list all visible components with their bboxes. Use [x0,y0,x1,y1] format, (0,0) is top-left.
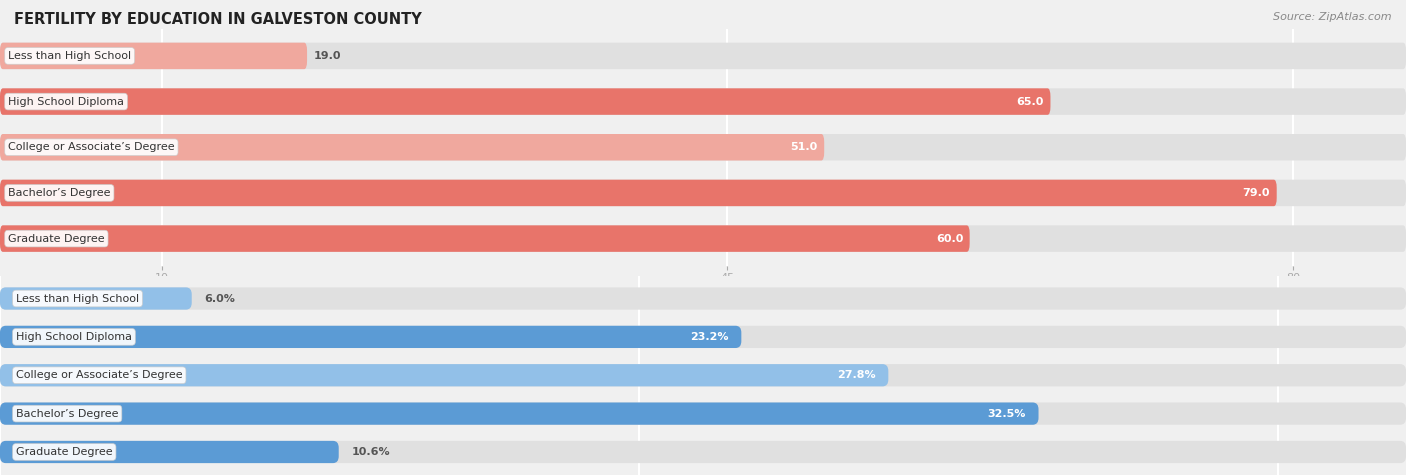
Text: Source: ZipAtlas.com: Source: ZipAtlas.com [1274,12,1392,22]
Text: College or Associate’s Degree: College or Associate’s Degree [8,142,174,152]
Text: 23.2%: 23.2% [690,332,728,342]
Text: High School Diploma: High School Diploma [8,96,124,106]
FancyBboxPatch shape [0,43,307,69]
Text: 79.0: 79.0 [1243,188,1270,198]
Text: Less than High School: Less than High School [15,294,139,304]
FancyBboxPatch shape [0,441,1406,463]
Text: College or Associate’s Degree: College or Associate’s Degree [15,370,183,380]
Text: 51.0: 51.0 [790,142,818,152]
FancyBboxPatch shape [0,402,1406,425]
Text: High School Diploma: High School Diploma [15,332,132,342]
FancyBboxPatch shape [0,88,1050,115]
Text: Less than High School: Less than High School [8,51,131,61]
FancyBboxPatch shape [0,326,741,348]
FancyBboxPatch shape [0,43,1406,69]
FancyBboxPatch shape [0,180,1277,206]
FancyBboxPatch shape [0,225,970,252]
FancyBboxPatch shape [0,134,824,161]
Text: FERTILITY BY EDUCATION IN GALVESTON COUNTY: FERTILITY BY EDUCATION IN GALVESTON COUN… [14,12,422,27]
Text: Bachelor’s Degree: Bachelor’s Degree [8,188,111,198]
Text: 10.6%: 10.6% [352,447,389,457]
Text: 32.5%: 32.5% [987,408,1026,418]
FancyBboxPatch shape [0,287,191,310]
FancyBboxPatch shape [0,402,1039,425]
FancyBboxPatch shape [0,225,1406,252]
Text: Bachelor’s Degree: Bachelor’s Degree [15,408,118,418]
Text: 27.8%: 27.8% [837,370,876,380]
Text: Graduate Degree: Graduate Degree [8,234,104,244]
FancyBboxPatch shape [0,134,1406,161]
Text: Graduate Degree: Graduate Degree [15,447,112,457]
Text: 6.0%: 6.0% [204,294,235,304]
Text: 19.0: 19.0 [314,51,342,61]
FancyBboxPatch shape [0,180,1406,206]
FancyBboxPatch shape [0,364,889,386]
FancyBboxPatch shape [0,441,339,463]
FancyBboxPatch shape [0,326,1406,348]
FancyBboxPatch shape [0,364,1406,386]
Text: 60.0: 60.0 [936,234,963,244]
FancyBboxPatch shape [0,88,1406,115]
FancyBboxPatch shape [0,287,1406,310]
Text: 65.0: 65.0 [1017,96,1045,106]
